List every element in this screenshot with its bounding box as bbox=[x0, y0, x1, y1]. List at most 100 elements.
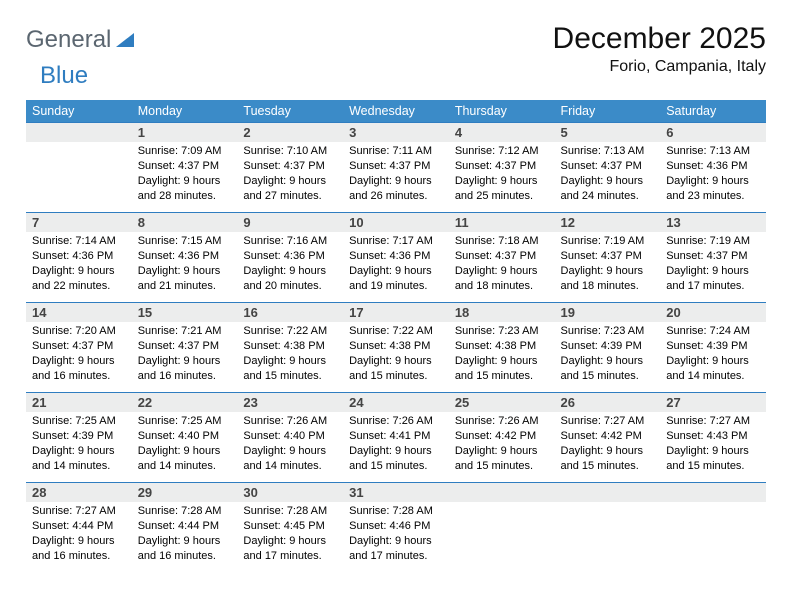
day-number: 1 bbox=[132, 123, 238, 142]
calendar-cell: 7Sunrise: 7:14 AMSunset: 4:36 PMDaylight… bbox=[26, 213, 132, 303]
calendar-cell: 31Sunrise: 7:28 AMSunset: 4:46 PMDayligh… bbox=[343, 483, 449, 573]
weekday-header: Tuesday bbox=[237, 100, 343, 123]
logo: General bbox=[26, 26, 136, 54]
day-number: 9 bbox=[237, 213, 343, 232]
day-details: Sunrise: 7:15 AMSunset: 4:36 PMDaylight:… bbox=[132, 232, 238, 299]
day-details: Sunrise: 7:27 AMSunset: 4:43 PMDaylight:… bbox=[660, 412, 766, 479]
day-details: Sunrise: 7:25 AMSunset: 4:40 PMDaylight:… bbox=[132, 412, 238, 479]
calendar-row: 28Sunrise: 7:27 AMSunset: 4:44 PMDayligh… bbox=[26, 483, 766, 573]
calendar-cell: 25Sunrise: 7:26 AMSunset: 4:42 PMDayligh… bbox=[449, 393, 555, 483]
day-number: 6 bbox=[660, 123, 766, 142]
calendar-cell: 30Sunrise: 7:28 AMSunset: 4:45 PMDayligh… bbox=[237, 483, 343, 573]
calendar-row: 1Sunrise: 7:09 AMSunset: 4:37 PMDaylight… bbox=[26, 123, 766, 213]
day-details: Sunrise: 7:28 AMSunset: 4:44 PMDaylight:… bbox=[132, 502, 238, 569]
calendar-cell: 3Sunrise: 7:11 AMSunset: 4:37 PMDaylight… bbox=[343, 123, 449, 213]
calendar-cell: 16Sunrise: 7:22 AMSunset: 4:38 PMDayligh… bbox=[237, 303, 343, 393]
day-details: Sunrise: 7:23 AMSunset: 4:39 PMDaylight:… bbox=[555, 322, 661, 389]
logo-triangle-icon bbox=[116, 33, 134, 47]
location-text: Forio, Campania, Italy bbox=[553, 58, 766, 76]
day-details: Sunrise: 7:26 AMSunset: 4:41 PMDaylight:… bbox=[343, 412, 449, 479]
day-details: Sunrise: 7:25 AMSunset: 4:39 PMDaylight:… bbox=[26, 412, 132, 479]
day-details: Sunrise: 7:26 AMSunset: 4:40 PMDaylight:… bbox=[237, 412, 343, 479]
day-number-empty bbox=[26, 123, 132, 142]
day-details: Sunrise: 7:12 AMSunset: 4:37 PMDaylight:… bbox=[449, 142, 555, 209]
day-number: 20 bbox=[660, 303, 766, 322]
day-number: 13 bbox=[660, 213, 766, 232]
day-number: 25 bbox=[449, 393, 555, 412]
day-details: Sunrise: 7:20 AMSunset: 4:37 PMDaylight:… bbox=[26, 322, 132, 389]
day-details: Sunrise: 7:26 AMSunset: 4:42 PMDaylight:… bbox=[449, 412, 555, 479]
logo-word-general: General bbox=[26, 26, 111, 54]
day-details: Sunrise: 7:17 AMSunset: 4:36 PMDaylight:… bbox=[343, 232, 449, 299]
calendar-cell: 24Sunrise: 7:26 AMSunset: 4:41 PMDayligh… bbox=[343, 393, 449, 483]
day-details: Sunrise: 7:19 AMSunset: 4:37 PMDaylight:… bbox=[660, 232, 766, 299]
day-details: Sunrise: 7:18 AMSunset: 4:37 PMDaylight:… bbox=[449, 232, 555, 299]
calendar-cell: 5Sunrise: 7:13 AMSunset: 4:37 PMDaylight… bbox=[555, 123, 661, 213]
day-number: 14 bbox=[26, 303, 132, 322]
calendar-row: 14Sunrise: 7:20 AMSunset: 4:37 PMDayligh… bbox=[26, 303, 766, 393]
calendar-cell: 28Sunrise: 7:27 AMSunset: 4:44 PMDayligh… bbox=[26, 483, 132, 573]
weekday-header: Thursday bbox=[449, 100, 555, 123]
calendar-cell bbox=[660, 483, 766, 573]
calendar-cell: 6Sunrise: 7:13 AMSunset: 4:36 PMDaylight… bbox=[660, 123, 766, 213]
day-details: Sunrise: 7:24 AMSunset: 4:39 PMDaylight:… bbox=[660, 322, 766, 389]
calendar-cell: 27Sunrise: 7:27 AMSunset: 4:43 PMDayligh… bbox=[660, 393, 766, 483]
day-details: Sunrise: 7:09 AMSunset: 4:37 PMDaylight:… bbox=[132, 142, 238, 209]
day-number: 19 bbox=[555, 303, 661, 322]
weekday-header: Sunday bbox=[26, 100, 132, 123]
day-details: Sunrise: 7:11 AMSunset: 4:37 PMDaylight:… bbox=[343, 142, 449, 209]
calendar-cell: 8Sunrise: 7:15 AMSunset: 4:36 PMDaylight… bbox=[132, 213, 238, 303]
calendar-cell: 10Sunrise: 7:17 AMSunset: 4:36 PMDayligh… bbox=[343, 213, 449, 303]
day-number: 26 bbox=[555, 393, 661, 412]
calendar-cell: 12Sunrise: 7:19 AMSunset: 4:37 PMDayligh… bbox=[555, 213, 661, 303]
day-number: 30 bbox=[237, 483, 343, 502]
calendar-cell: 14Sunrise: 7:20 AMSunset: 4:37 PMDayligh… bbox=[26, 303, 132, 393]
calendar-cell: 4Sunrise: 7:12 AMSunset: 4:37 PMDaylight… bbox=[449, 123, 555, 213]
day-number: 8 bbox=[132, 213, 238, 232]
day-details: Sunrise: 7:10 AMSunset: 4:37 PMDaylight:… bbox=[237, 142, 343, 209]
calendar-row: 7Sunrise: 7:14 AMSunset: 4:36 PMDaylight… bbox=[26, 213, 766, 303]
day-details: Sunrise: 7:22 AMSunset: 4:38 PMDaylight:… bbox=[343, 322, 449, 389]
calendar-cell: 11Sunrise: 7:18 AMSunset: 4:37 PMDayligh… bbox=[449, 213, 555, 303]
day-number: 15 bbox=[132, 303, 238, 322]
day-details: Sunrise: 7:28 AMSunset: 4:46 PMDaylight:… bbox=[343, 502, 449, 569]
day-details: Sunrise: 7:19 AMSunset: 4:37 PMDaylight:… bbox=[555, 232, 661, 299]
calendar-header-row: SundayMondayTuesdayWednesdayThursdayFrid… bbox=[26, 100, 766, 123]
day-number: 7 bbox=[26, 213, 132, 232]
day-details: Sunrise: 7:21 AMSunset: 4:37 PMDaylight:… bbox=[132, 322, 238, 389]
day-number-empty bbox=[449, 483, 555, 502]
day-details: Sunrise: 7:14 AMSunset: 4:36 PMDaylight:… bbox=[26, 232, 132, 299]
calendar-cell: 26Sunrise: 7:27 AMSunset: 4:42 PMDayligh… bbox=[555, 393, 661, 483]
calendar-cell: 9Sunrise: 7:16 AMSunset: 4:36 PMDaylight… bbox=[237, 213, 343, 303]
calendar-cell: 20Sunrise: 7:24 AMSunset: 4:39 PMDayligh… bbox=[660, 303, 766, 393]
weekday-header: Friday bbox=[555, 100, 661, 123]
day-details: Sunrise: 7:23 AMSunset: 4:38 PMDaylight:… bbox=[449, 322, 555, 389]
day-number-empty bbox=[660, 483, 766, 502]
logo-word-blue: Blue bbox=[40, 62, 88, 89]
day-number: 24 bbox=[343, 393, 449, 412]
day-number: 22 bbox=[132, 393, 238, 412]
day-details: Sunrise: 7:13 AMSunset: 4:36 PMDaylight:… bbox=[660, 142, 766, 209]
calendar-cell: 18Sunrise: 7:23 AMSunset: 4:38 PMDayligh… bbox=[449, 303, 555, 393]
calendar-cell: 13Sunrise: 7:19 AMSunset: 4:37 PMDayligh… bbox=[660, 213, 766, 303]
day-details: Sunrise: 7:13 AMSunset: 4:37 PMDaylight:… bbox=[555, 142, 661, 209]
day-number: 27 bbox=[660, 393, 766, 412]
day-number: 4 bbox=[449, 123, 555, 142]
calendar-cell: 23Sunrise: 7:26 AMSunset: 4:40 PMDayligh… bbox=[237, 393, 343, 483]
day-number: 23 bbox=[237, 393, 343, 412]
day-number: 5 bbox=[555, 123, 661, 142]
calendar-table: SundayMondayTuesdayWednesdayThursdayFrid… bbox=[26, 100, 766, 573]
day-number: 17 bbox=[343, 303, 449, 322]
day-details: Sunrise: 7:16 AMSunset: 4:36 PMDaylight:… bbox=[237, 232, 343, 299]
calendar-cell bbox=[26, 123, 132, 213]
calendar-cell: 29Sunrise: 7:28 AMSunset: 4:44 PMDayligh… bbox=[132, 483, 238, 573]
calendar-cell: 22Sunrise: 7:25 AMSunset: 4:40 PMDayligh… bbox=[132, 393, 238, 483]
calendar-cell: 15Sunrise: 7:21 AMSunset: 4:37 PMDayligh… bbox=[132, 303, 238, 393]
calendar-cell: 21Sunrise: 7:25 AMSunset: 4:39 PMDayligh… bbox=[26, 393, 132, 483]
day-number: 3 bbox=[343, 123, 449, 142]
weekday-header: Monday bbox=[132, 100, 238, 123]
day-number: 11 bbox=[449, 213, 555, 232]
day-number: 29 bbox=[132, 483, 238, 502]
calendar-cell bbox=[449, 483, 555, 573]
day-details: Sunrise: 7:27 AMSunset: 4:44 PMDaylight:… bbox=[26, 502, 132, 569]
